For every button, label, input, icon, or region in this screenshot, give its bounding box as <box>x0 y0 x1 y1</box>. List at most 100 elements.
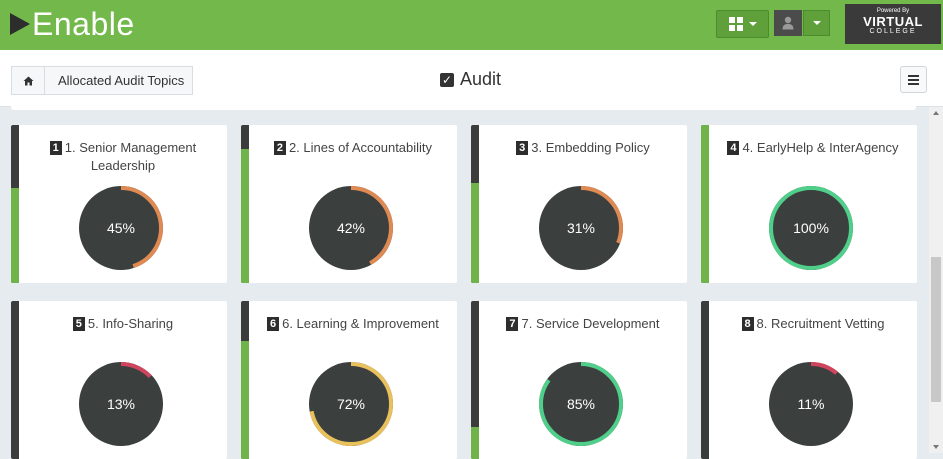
topic-title-text: 2. Lines of Accountability <box>288 140 433 155</box>
gauge-progress-arc <box>79 362 163 446</box>
play-icon <box>10 13 30 35</box>
topic-number: 1 <box>49 141 62 155</box>
topic-title: 5 5. Info-Sharing <box>25 315 221 333</box>
topic-number: 5 <box>72 317 85 331</box>
breadcrumb: Allocated Audit Topics <box>11 66 194 95</box>
gauge-progress-arc <box>539 362 623 446</box>
top-navbar: Enable Powered By VIRTUAL COLLEGE <box>0 0 943 50</box>
topic-number: 2 <box>273 141 286 155</box>
progress-gauge: 42% <box>308 185 394 271</box>
brand-powered-by: Powered By <box>876 8 910 14</box>
topic-card[interactable]: 4 4. EarlyHelp & InterAgency 100% <box>701 125 917 283</box>
topic-title-text: 1. Senior Management Leadership <box>64 140 197 173</box>
topic-number: 4 <box>727 141 740 155</box>
topic-number: 3 <box>516 141 529 155</box>
progress-percent: 100% <box>793 220 829 236</box>
topic-title: 7 7. Service Development <box>485 315 681 333</box>
topic-title: 4 4. EarlyHelp & InterAgency <box>715 139 911 157</box>
topic-title-text: 3. Embedding Policy <box>531 140 650 155</box>
brand-main: VIRTUAL <box>863 14 923 29</box>
topic-card[interactable]: 3 3. Embedding Policy 31% <box>471 125 687 283</box>
card-status-bar <box>241 301 249 459</box>
vertical-scrollbar[interactable] <box>929 107 943 453</box>
page-title-text: Audit <box>460 69 502 89</box>
gauge-disc <box>769 362 853 446</box>
user-menu-toggle[interactable] <box>803 10 830 36</box>
caret-down-icon <box>812 21 821 25</box>
progress-gauge: 100% <box>768 185 854 271</box>
gauge-progress-arc <box>769 362 853 446</box>
progress-gauge: 11% <box>768 361 854 447</box>
gauge-disc <box>309 362 393 446</box>
card-status-bar <box>471 125 479 283</box>
scroll-thumb[interactable] <box>931 257 941 402</box>
topic-card[interactable]: 2 2. Lines of Accountability 42% <box>241 125 457 283</box>
progress-percent: 42% <box>336 220 366 236</box>
gauge-disc <box>79 186 163 270</box>
checkbox-icon: ✓ <box>440 72 454 87</box>
gauge-disc <box>309 186 393 270</box>
topic-number: 6 <box>267 317 280 331</box>
progress-gauge: 13% <box>78 361 164 447</box>
hamburger-menu-button[interactable] <box>900 66 927 93</box>
gauge-progress-arc <box>769 186 853 270</box>
home-icon <box>23 76 33 85</box>
filter-strip <box>11 106 916 110</box>
card-status-bar <box>701 125 709 283</box>
progress-percent: 72% <box>336 396 366 412</box>
topic-card[interactable]: 8 8. Recruitment Vetting 11% <box>701 301 917 459</box>
topic-title: 8 8. Recruitment Vetting <box>715 315 911 333</box>
progress-percent: 11% <box>797 396 825 412</box>
progress-percent: 85% <box>566 396 596 412</box>
card-status-bar <box>471 301 479 459</box>
enable-logo[interactable]: Enable <box>10 6 135 42</box>
progress-percent: 45% <box>106 220 136 236</box>
topic-title-text: 6. Learning & Improvement <box>282 316 439 331</box>
topic-card[interactable]: 6 6. Learning & Improvement 72% <box>241 301 457 459</box>
gauge-disc <box>539 362 623 446</box>
progress-percent: 31% <box>566 220 596 236</box>
topic-title: 1 1. Senior Management Leadership <box>25 139 221 175</box>
gauge-disc <box>539 186 623 270</box>
breadcrumb-current[interactable]: Allocated Audit Topics <box>58 73 185 88</box>
caret-down-icon <box>748 22 757 26</box>
virtual-college-logo: Powered By VIRTUAL COLLEGE <box>845 4 941 44</box>
gauge-progress-arc <box>309 186 393 270</box>
breadcrumb-home[interactable] <box>12 67 45 94</box>
card-status-bar <box>11 301 19 459</box>
topic-title: 6 6. Learning & Improvement <box>255 315 451 333</box>
user-button[interactable] <box>774 10 802 36</box>
topic-title-text: 7. Service Development <box>521 316 660 331</box>
topic-card[interactable]: 7 7. Service Development 85% <box>471 301 687 459</box>
progress-gauge: 72% <box>308 361 394 447</box>
gauge-progress-arc <box>539 186 623 270</box>
apps-menu-button[interactable] <box>716 10 769 38</box>
topic-title-text: 5. Info-Sharing <box>87 316 174 331</box>
progress-percent: 13% <box>106 396 136 412</box>
topic-title: 2 2. Lines of Accountability <box>255 139 451 157</box>
gauge-disc <box>79 362 163 446</box>
topic-number: 7 <box>506 317 519 331</box>
brand-sub: COLLEGE <box>869 28 917 35</box>
page-header-bar: Allocated Audit Topics ✓ Audit <box>0 50 943 107</box>
progress-gauge: 85% <box>538 361 624 447</box>
grid-icon <box>728 17 743 31</box>
card-status-bar <box>701 301 709 459</box>
topic-card[interactable]: 1 1. Senior Management Leadership 45% <box>11 125 227 283</box>
topic-number: 8 <box>741 317 754 331</box>
scroll-up-arrow-icon[interactable] <box>933 111 939 115</box>
topic-title: 3 3. Embedding Policy <box>485 139 681 157</box>
progress-gauge: 31% <box>538 185 624 271</box>
page-title: ✓ Audit <box>440 69 501 90</box>
card-status-bar <box>241 125 249 283</box>
topic-card[interactable]: 5 5. Info-Sharing 13% <box>11 301 227 459</box>
progress-gauge: 45% <box>78 185 164 271</box>
gauge-disc <box>769 186 853 270</box>
topic-title-text: 8. Recruitment Vetting <box>756 316 885 331</box>
topic-title-text: 4. EarlyHelp & InterAgency <box>742 140 899 155</box>
user-icon <box>782 16 794 30</box>
card-status-bar <box>11 125 19 283</box>
gauge-progress-arc <box>79 186 163 270</box>
logo-text: Enable <box>32 6 135 42</box>
scroll-down-arrow-icon[interactable] <box>933 445 939 449</box>
